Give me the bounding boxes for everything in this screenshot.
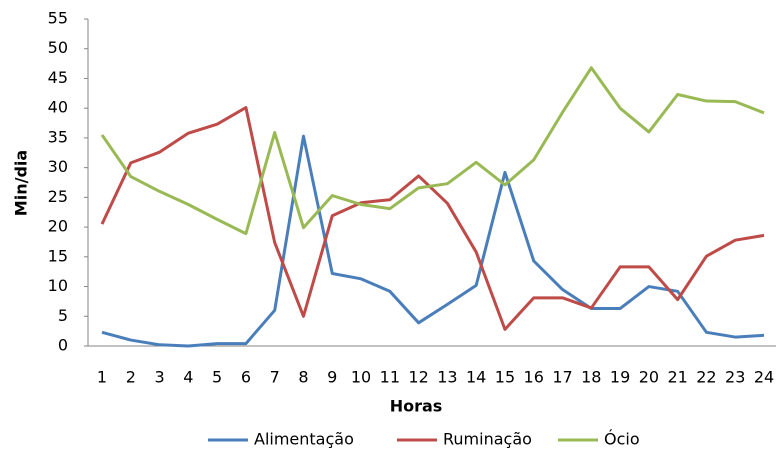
y-tick-label: 40 [48,98,68,117]
y-tick-label: 25 [48,187,68,206]
x-tick-label: 20 [639,368,659,387]
legend-label: Alimentação [254,430,354,449]
x-tick-label: 14 [466,368,486,387]
x-tick-label: 3 [154,368,164,387]
x-tick-label: 24 [754,368,774,387]
y-tick-label: 55 [48,9,68,28]
y-tick-label: 15 [48,246,68,265]
y-tick-label: 20 [48,217,68,236]
x-tick-label: 12 [408,368,428,387]
y-tick-label: 0 [58,336,68,355]
x-tick-label: 18 [581,368,601,387]
y-tick-label: 10 [48,276,68,295]
x-tick-label: 15 [495,368,515,387]
y-tick-label: 50 [48,38,68,57]
y-tick-label: 30 [48,157,68,176]
legend-label: Ócio [604,430,640,449]
x-tick-label: 2 [126,368,136,387]
x-tick-label: 6 [241,368,251,387]
series-line [101,134,765,348]
x-tick-label: 8 [298,368,308,387]
series-line [100,106,765,331]
y-tick-label: 45 [48,68,68,87]
x-tick-label: 5 [212,368,222,387]
x-tick-label: 11 [380,368,400,387]
x-tick-label: 7 [270,368,280,387]
x-tick-label: 1 [97,368,107,387]
y-tick-label: 5 [58,306,68,325]
x-tick-label: 21 [667,368,687,387]
series-line [100,66,765,236]
x-tick-label: 13 [437,368,457,387]
x-tick-label: 17 [552,368,572,387]
x-axis-label: Horas [390,397,443,416]
y-axis-label: Min/dia [12,150,31,216]
x-tick-label: 4 [183,368,193,387]
y-tick-label: 35 [48,127,68,146]
x-tick-label: 22 [696,368,716,387]
x-tick-label: 16 [524,368,544,387]
x-tick-label: 19 [610,368,630,387]
x-tick-label: 10 [351,368,371,387]
x-tick-label: 23 [725,368,745,387]
x-tick-label: 9 [327,368,337,387]
legend-label: Ruminação [443,430,532,449]
